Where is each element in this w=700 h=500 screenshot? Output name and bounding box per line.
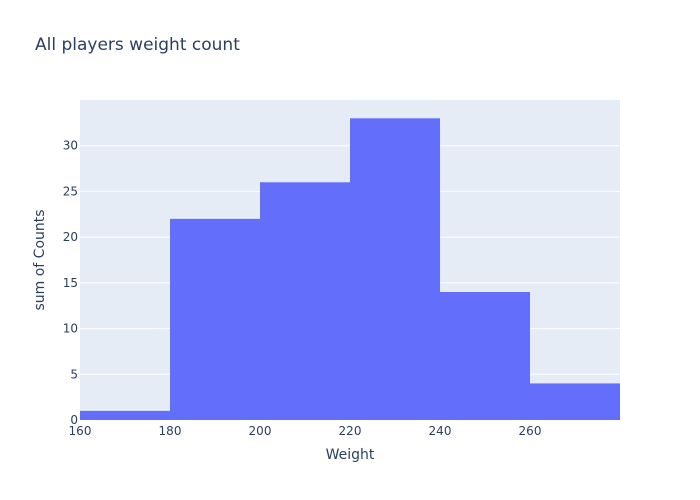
- y-tick-label: 10: [63, 322, 78, 336]
- histogram-bar[interactable]: [260, 182, 350, 420]
- y-axis-label: sum of Counts: [32, 209, 48, 310]
- y-tick-label: 25: [63, 184, 78, 198]
- x-tick-label: 260: [519, 424, 542, 438]
- y-tick-label: 20: [63, 230, 78, 244]
- y-tick-label: 15: [63, 276, 78, 290]
- x-tick-label: 200: [249, 424, 272, 438]
- histogram-bar[interactable]: [80, 410, 170, 420]
- x-tick-label: 220: [339, 424, 362, 438]
- y-tick-label: 30: [63, 139, 78, 153]
- bars: [80, 118, 620, 421]
- x-tick-label: 160: [69, 424, 92, 438]
- y-tick-label: 0: [70, 413, 78, 427]
- x-tick-label: 180: [159, 424, 182, 438]
- x-axis-label: Weight: [326, 447, 375, 463]
- histogram-bar[interactable]: [530, 383, 620, 420]
- histogram-bar[interactable]: [440, 292, 530, 420]
- y-axis-ticks: 0 5 10 15 20 25 30: [63, 139, 78, 427]
- y-tick-label: 5: [70, 367, 78, 381]
- chart-title: All players weight count: [35, 35, 240, 55]
- x-tick-label: 240: [429, 424, 452, 438]
- histogram-bar[interactable]: [170, 218, 260, 420]
- x-axis-ticks: 160 180 200 220 240 260: [69, 424, 542, 438]
- histogram-bar[interactable]: [350, 118, 440, 421]
